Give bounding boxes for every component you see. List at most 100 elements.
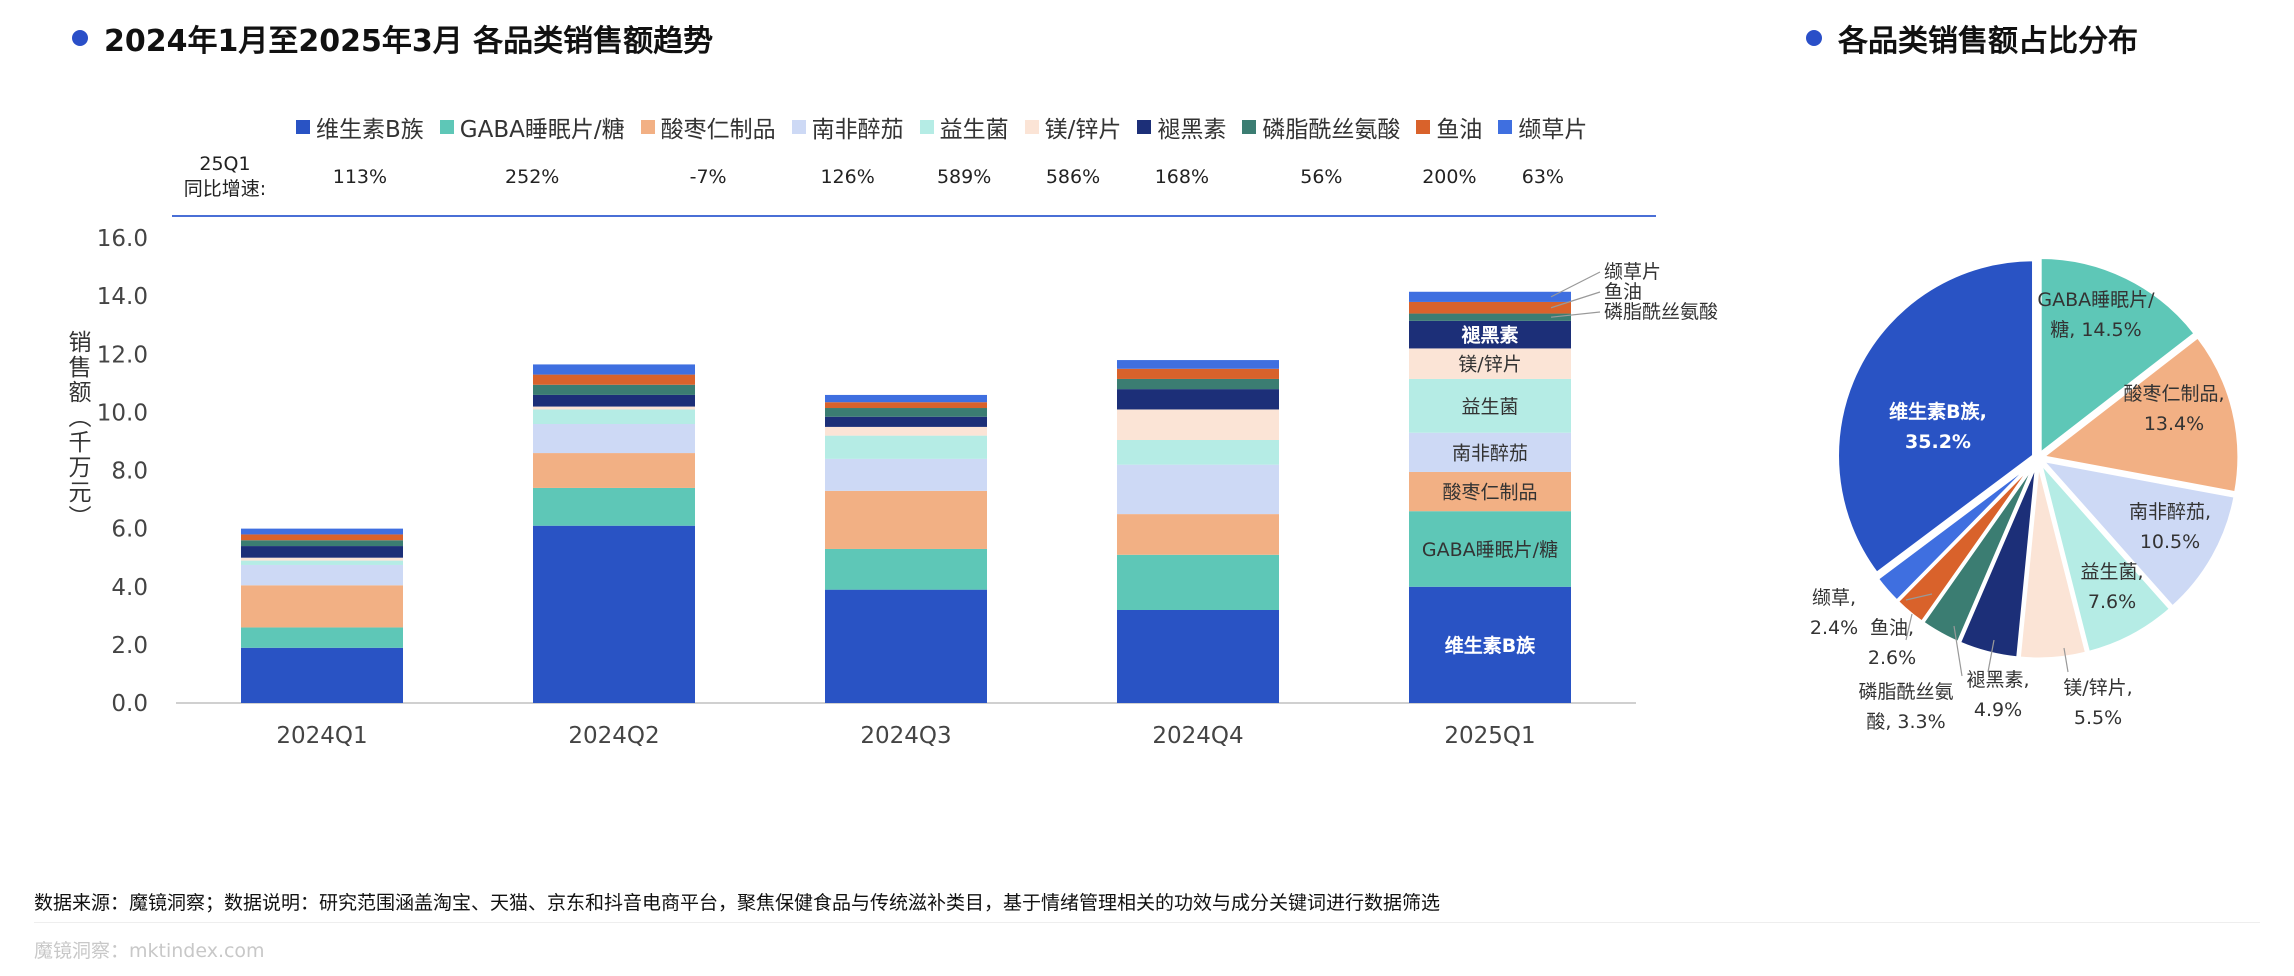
y-tick-label: 10.0 <box>97 400 148 426</box>
pie-leader-line <box>2063 647 2069 673</box>
y-tick-label: 8.0 <box>111 459 148 485</box>
bar-segment <box>533 525 695 703</box>
bar-segment <box>533 487 695 526</box>
pie-label-line2: 2.4% <box>1810 617 1858 639</box>
pie-label-line1: 南非醉茄, <box>2129 501 2211 523</box>
legend-label: 益生菌 <box>939 117 1009 143</box>
bar-segment <box>825 490 987 549</box>
pie-slice <box>1895 460 2037 625</box>
bar-segment <box>533 364 695 375</box>
pie-label-line2: 35.2% <box>1905 431 1971 453</box>
pie-label-line1: 酸枣仁制品, <box>2123 383 2224 405</box>
legend-item: 缬草片 <box>1498 110 1587 144</box>
pie-label-line1: GABA睡眠片/ <box>2037 289 2155 311</box>
bar-inline-label: 维生素B族 <box>1445 634 1536 657</box>
bar-segment <box>241 560 403 565</box>
legend-label: 维生素B族 <box>316 117 424 143</box>
bar-callout-label: 鱼油 <box>1604 281 1642 303</box>
legend-swatch <box>1024 120 1039 134</box>
title-bullet-icon <box>1806 30 1822 46</box>
bar-segment <box>1117 464 1279 515</box>
pie-leader-line <box>1987 639 1995 673</box>
callout-leader-line <box>1550 311 1601 318</box>
bar-inline-label: 南非醉茄 <box>1452 442 1528 464</box>
legend-swatch <box>439 120 454 134</box>
pie-label-line1: 褪黑素, <box>1966 669 2029 691</box>
growth-value: 200% <box>1422 166 1477 188</box>
callout-leader-line <box>1550 271 1601 298</box>
x-tick-label: 2024Q4 <box>1152 723 1243 749</box>
pie-label-line1: 磷脂酰丝氨 <box>1858 681 1953 703</box>
bar-segment <box>241 534 403 541</box>
pie-slice <box>2038 458 2237 610</box>
y-tick-label: 0.0 <box>111 691 148 717</box>
legend-label: 磷脂酰丝氨酸 <box>1262 117 1401 143</box>
pie-label-line1: 缬草, <box>1812 587 1856 609</box>
pie-label-line2: 糖, 14.5% <box>2050 319 2141 341</box>
bar-segment <box>1409 432 1571 472</box>
pie-slice <box>1836 258 2036 576</box>
bar-segment <box>1117 554 1279 610</box>
bar-chart-title: 2024年1月至2025年3月 各品类销售额趋势 <box>72 16 713 60</box>
pie-label-line2: 13.4% <box>2144 413 2204 435</box>
growth-value: 589% <box>936 166 992 188</box>
bar-segment <box>241 540 403 547</box>
bar-segment <box>825 408 987 417</box>
growth-header: 25Q1 同比增速: <box>170 152 280 202</box>
bar-segment <box>533 394 695 407</box>
bar-segment <box>825 458 987 491</box>
bar-segment <box>241 627 403 648</box>
pie-slice <box>2038 256 2198 457</box>
bar-segment <box>533 384 695 395</box>
bar-segment <box>1409 320 1571 349</box>
bar-segment <box>825 589 987 703</box>
legend-label: 褪黑素 <box>1157 117 1227 143</box>
footer-source: 数据来源：魔镜洞察；数据说明：研究范围涵盖淘宝、天猫、京东和抖音电商平台，聚焦保… <box>34 892 1441 914</box>
y-tick-label: 16.0 <box>97 226 148 252</box>
bar-segment <box>241 557 403 561</box>
bar-segment <box>1117 360 1279 369</box>
y-axis-label: 销售额（千万元） <box>64 330 90 530</box>
legend-label: GABA睡眠片/糖 <box>459 117 625 143</box>
legend-label: 镁/锌片 <box>1044 117 1122 143</box>
bar-segment <box>1117 378 1279 390</box>
bar-segment <box>1409 471 1571 512</box>
pie-label-line2: 酸, 3.3% <box>1866 711 1945 733</box>
pie-leader-line <box>1953 625 1963 677</box>
bar-segment <box>825 548 987 590</box>
legend-swatch <box>791 120 806 134</box>
bar-segment <box>1409 291 1571 302</box>
pie-label-line1: 镁/锌片, <box>2063 677 2132 699</box>
bar-segment <box>1409 378 1571 433</box>
pie-chart-title-text: 各品类销售额占比分布 <box>1838 24 2138 59</box>
bar-segment <box>1117 610 1279 703</box>
footer-divider <box>34 922 2260 923</box>
bar-inline-label: 褪黑素 <box>1461 324 1518 347</box>
y-tick-label: 2.0 <box>111 633 148 659</box>
pie-label-line1: 益生菌, <box>2080 561 2143 583</box>
pie-slice <box>2039 334 2241 495</box>
legend-label: 缬草片 <box>1518 117 1588 143</box>
bar-chart-legend: 维生素B族 GABA睡眠片/糖 酸枣仁制品 南非醉茄 益生菌 镁/锌片 褪黑素 磷脂酰丝氨酸 鱼… <box>296 110 1656 144</box>
bar-segment <box>241 647 403 703</box>
pie-leader-line <box>1905 613 1913 641</box>
y-tick-label: 6.0 <box>111 517 148 543</box>
stacked-bar-chart: 0.0 2.0 4.0 6.0 8.0 10.0 12.0 14.0 16.0 2024Q1 202… <box>97 226 1718 749</box>
growth-value: 113% <box>332 166 388 188</box>
bar-segment <box>533 406 695 410</box>
growth-value: 586% <box>1045 166 1101 188</box>
bar-segment <box>533 424 695 454</box>
pie-label-line2: 4.9% <box>1974 699 2022 721</box>
bar-segment <box>825 416 987 427</box>
legend-label: 南非醉茄 <box>811 117 904 143</box>
legend-swatch <box>1242 120 1257 134</box>
bar-inline-label: 酸枣仁制品 <box>1442 482 1537 504</box>
bar-segment <box>1117 514 1279 555</box>
legend-swatch <box>919 120 934 134</box>
bar-segment <box>241 528 403 535</box>
bar-segment <box>825 394 987 403</box>
bar-segment <box>533 374 695 385</box>
bar-inline-label: 益生菌 <box>1461 396 1518 418</box>
growth-divider <box>172 215 1656 217</box>
title-bullet-icon <box>72 30 88 46</box>
